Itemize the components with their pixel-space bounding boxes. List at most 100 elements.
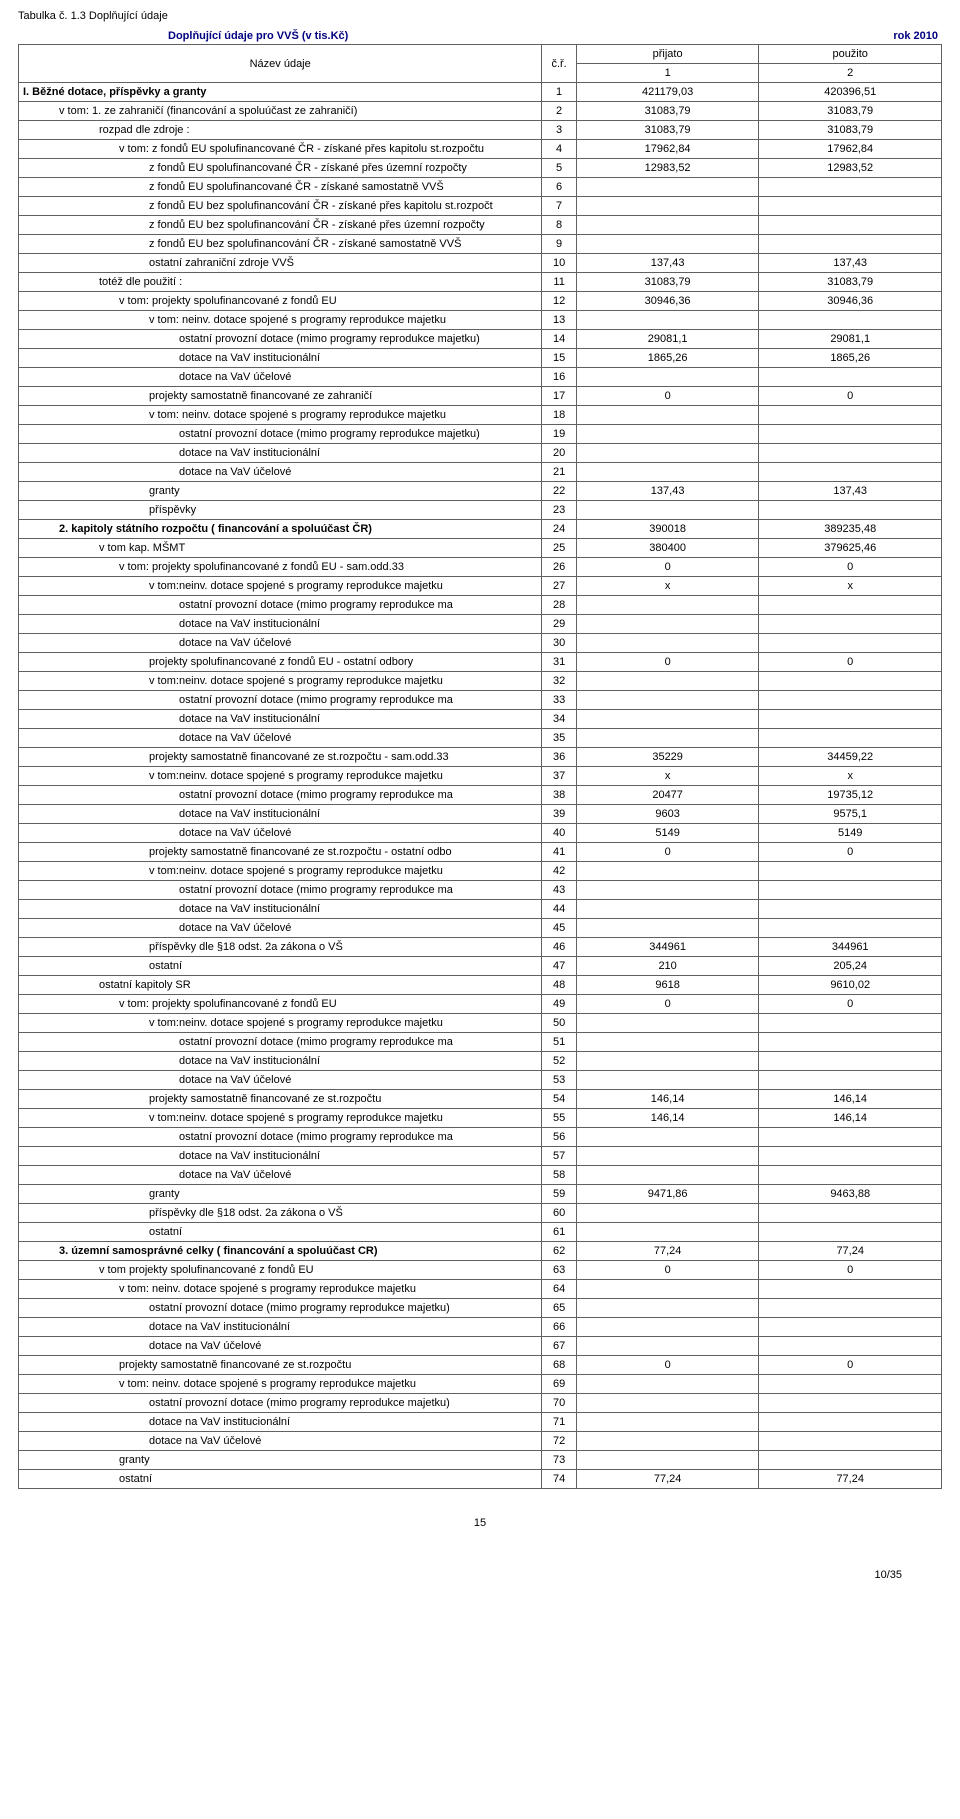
row-label: v tom:neinv. dotace spojené s programy r… xyxy=(19,577,542,596)
row-value-2 xyxy=(759,1318,942,1337)
row-value-1: 31083,79 xyxy=(576,121,759,140)
table-row: granty73 xyxy=(19,1451,942,1470)
row-value-1: 0 xyxy=(576,387,759,406)
row-value-2: x xyxy=(759,767,942,786)
row-value-1 xyxy=(576,197,759,216)
row-number: 23 xyxy=(542,501,576,520)
row-value-2: 0 xyxy=(759,1261,942,1280)
row-value-1 xyxy=(576,596,759,615)
row-number: 74 xyxy=(542,1470,576,1489)
row-value-1 xyxy=(576,444,759,463)
table-row: projekty samostatně financované ze st.ro… xyxy=(19,843,942,862)
row-number: 18 xyxy=(542,406,576,425)
table-row: ostatní provozní dotace (mimo programy r… xyxy=(19,881,942,900)
header-cr: č.ř. xyxy=(542,45,576,83)
row-label: dotace na VaV institucionální xyxy=(19,1147,542,1166)
row-value-2 xyxy=(759,1223,942,1242)
table-row: v tom:neinv. dotace spojené s programy r… xyxy=(19,1014,942,1033)
row-number: 61 xyxy=(542,1223,576,1242)
row-number: 41 xyxy=(542,843,576,862)
row-value-2: 9575,1 xyxy=(759,805,942,824)
row-number: 8 xyxy=(542,216,576,235)
row-value-2: 0 xyxy=(759,995,942,1014)
row-number: 53 xyxy=(542,1071,576,1090)
row-label: dotace na VaV institucionální xyxy=(19,900,542,919)
row-label: dotace na VaV účelové xyxy=(19,1071,542,1090)
row-number: 48 xyxy=(542,976,576,995)
row-value-2: 77,24 xyxy=(759,1242,942,1261)
row-value-2 xyxy=(759,1071,942,1090)
table-row: ostatní kapitoly SR4896189610,02 xyxy=(19,976,942,995)
row-value-2 xyxy=(759,634,942,653)
row-number: 7 xyxy=(542,197,576,216)
table-row: v tom: neinv. dotace spojené s programy … xyxy=(19,406,942,425)
row-value-2 xyxy=(759,501,942,520)
row-number: 42 xyxy=(542,862,576,881)
row-value-2: 9610,02 xyxy=(759,976,942,995)
row-value-1: 137,43 xyxy=(576,482,759,501)
row-label: v tom:neinv. dotace spojené s programy r… xyxy=(19,767,542,786)
row-value-1: 0 xyxy=(576,843,759,862)
table-row: ostatní provozní dotace (mimo programy r… xyxy=(19,786,942,805)
row-label: dotace na VaV institucionální xyxy=(19,805,542,824)
row-label: projekty samostatně financované ze st.ro… xyxy=(19,1356,542,1375)
row-value-2: 17962,84 xyxy=(759,140,942,159)
row-value-1 xyxy=(576,235,759,254)
row-value-2: 0 xyxy=(759,653,942,672)
table-row: ostatní provozní dotace (mimo programy r… xyxy=(19,1394,942,1413)
row-label: z fondů EU bez spolufinancování ČR - zís… xyxy=(19,235,542,254)
row-number: 27 xyxy=(542,577,576,596)
row-label: v tom projekty spolufinancované z fondů … xyxy=(19,1261,542,1280)
row-label: projekty samostatně financované ze zahra… xyxy=(19,387,542,406)
row-value-2: 12983,52 xyxy=(759,159,942,178)
table-row: granty599471,869463,88 xyxy=(19,1185,942,1204)
row-value-1: 31083,79 xyxy=(576,102,759,121)
row-value-1 xyxy=(576,1147,759,1166)
row-label: z fondů EU spolufinancované ČR - získané… xyxy=(19,178,542,197)
row-label: ostatní zahraniční zdroje VVŠ xyxy=(19,254,542,273)
table-row: I. Běžné dotace, příspěvky a granty14211… xyxy=(19,83,942,102)
row-number: 14 xyxy=(542,330,576,349)
row-value-2 xyxy=(759,368,942,387)
row-label: totéž dle použití : xyxy=(19,273,542,292)
row-label: v tom:neinv. dotace spojené s programy r… xyxy=(19,672,542,691)
table-row: v tom:neinv. dotace spojené s programy r… xyxy=(19,1109,942,1128)
row-value-2: 5149 xyxy=(759,824,942,843)
row-value-1: 0 xyxy=(576,558,759,577)
row-value-2 xyxy=(759,406,942,425)
row-value-1: 390018 xyxy=(576,520,759,539)
row-label: v tom kap. MŠMT xyxy=(19,539,542,558)
row-label: v tom: projekty spolufinancované z fondů… xyxy=(19,558,542,577)
row-number: 34 xyxy=(542,710,576,729)
row-value-2 xyxy=(759,1299,942,1318)
table-row: ostatní provozní dotace (mimo programy r… xyxy=(19,1128,942,1147)
row-value-1: 20477 xyxy=(576,786,759,805)
row-number: 69 xyxy=(542,1375,576,1394)
row-value-1: 17962,84 xyxy=(576,140,759,159)
row-value-1 xyxy=(576,900,759,919)
table-row: dotace na VaV institucionální44 xyxy=(19,900,942,919)
row-value-1 xyxy=(576,463,759,482)
row-value-1: 146,14 xyxy=(576,1090,759,1109)
table-row: v tom:neinv. dotace spojené s programy r… xyxy=(19,767,942,786)
row-label: v tom: neinv. dotace spojené s programy … xyxy=(19,1375,542,1394)
row-value-2 xyxy=(759,596,942,615)
row-label: v tom: 1. ze zahraničí (financování a sp… xyxy=(19,102,542,121)
footer-number: 10/35 xyxy=(18,1569,942,1581)
row-number: 43 xyxy=(542,881,576,900)
row-label: ostatní provozní dotace (mimo programy r… xyxy=(19,691,542,710)
table-row: příspěvky23 xyxy=(19,501,942,520)
row-value-1: 344961 xyxy=(576,938,759,957)
row-number: 5 xyxy=(542,159,576,178)
row-value-1: 0 xyxy=(576,995,759,1014)
table-row: dotace na VaV institucionální71 xyxy=(19,1413,942,1432)
table-row: ostatní provozní dotace (mimo programy r… xyxy=(19,596,942,615)
table-row: z fondů EU bez spolufinancování ČR - zís… xyxy=(19,216,942,235)
table-row: dotace na VaV institucionální151865,2618… xyxy=(19,349,942,368)
row-number: 2 xyxy=(542,102,576,121)
row-value-2 xyxy=(759,1033,942,1052)
table-row: z fondů EU bez spolufinancování ČR - zís… xyxy=(19,235,942,254)
row-value-1 xyxy=(576,634,759,653)
row-value-1: 30946,36 xyxy=(576,292,759,311)
row-label: v tom: neinv. dotace spojené s programy … xyxy=(19,406,542,425)
